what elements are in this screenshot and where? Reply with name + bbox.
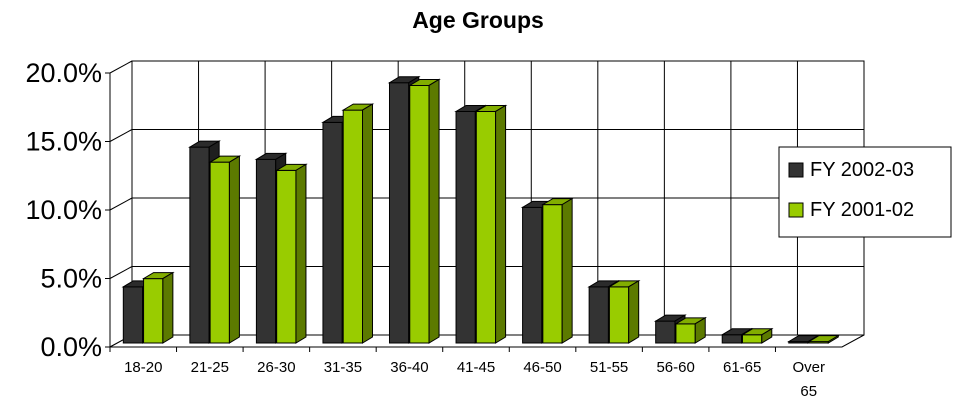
bar-side — [694, 316, 706, 344]
bar — [740, 327, 774, 344]
gridline-side — [109, 60, 133, 74]
y-tick-label: 0.0% — [40, 332, 102, 362]
bar-side — [561, 197, 573, 344]
bar-front — [455, 110, 476, 344]
bar-side — [827, 334, 839, 344]
bar-front — [588, 286, 609, 344]
bar-side — [628, 279, 640, 344]
gridline-side — [109, 266, 133, 279]
bar — [341, 103, 375, 344]
x-tick-label: 31-35 — [324, 359, 362, 376]
bar-front — [322, 121, 343, 344]
gridline-side — [109, 197, 133, 211]
x-axis-ticks: 18-20 21-25 26-30 31-35 36-40 41-45 46-50 51-55… — [109, 347, 825, 400]
legend: FY 2002-03 FY 2001-02 — [778, 146, 952, 238]
bar-side — [228, 155, 240, 344]
x-tick-label: 41-45 — [457, 359, 495, 376]
bar-front — [542, 204, 563, 344]
bar-front — [388, 82, 410, 344]
bar — [807, 334, 841, 344]
x-tick-label: 61-65 — [723, 359, 761, 376]
chart-title: Age Groups — [412, 7, 544, 33]
bar-front — [475, 110, 497, 344]
bar-front — [276, 169, 297, 344]
bar-front — [655, 320, 676, 344]
legend-swatch — [788, 162, 804, 178]
bar — [274, 163, 308, 344]
bar-side — [761, 327, 773, 344]
x-tick-label: 46-50 — [523, 359, 561, 376]
x-tick-label: 18-20 — [124, 359, 162, 376]
bar-front — [608, 286, 630, 344]
bar-front — [122, 286, 144, 344]
x-tick-label: 21-25 — [191, 359, 229, 376]
bar-front — [522, 206, 543, 344]
bar — [607, 279, 641, 344]
legend-swatch — [788, 202, 804, 218]
gridline-side — [109, 129, 133, 142]
bar — [208, 155, 242, 344]
bar-front — [675, 323, 696, 344]
bar-side — [495, 104, 507, 344]
x-tick-label: 51-55 — [590, 359, 628, 376]
y-tick-label: 15.0% — [25, 127, 102, 157]
bar-side — [362, 103, 374, 344]
bar-side — [162, 271, 174, 344]
bar-front — [189, 146, 210, 344]
bar — [674, 316, 708, 344]
bar-front — [342, 109, 364, 344]
bar — [407, 78, 441, 344]
bar-front — [721, 334, 743, 344]
y-tick-label: 5.0% — [40, 264, 102, 294]
bar-side — [428, 78, 440, 344]
x-tick-label: Over 65 — [792, 359, 825, 400]
bar — [141, 271, 175, 344]
y-axis-ticks: 0.0% 5.0% 10.0% 15.0% 20.0% — [25, 58, 110, 362]
bar — [541, 197, 574, 344]
bar-side — [295, 163, 307, 344]
bar-front — [143, 278, 164, 344]
legend-entry: FY 2001-02 — [810, 199, 914, 221]
bars — [121, 75, 841, 344]
bar-front — [741, 334, 763, 344]
x-tick-label: 26-30 — [257, 359, 295, 376]
legend-entry: FY 2002-03 — [810, 159, 914, 181]
bar — [474, 104, 508, 344]
y-tick-label: 10.0% — [25, 195, 102, 225]
bar-front — [209, 161, 230, 344]
y-tick-label: 20.0% — [25, 58, 102, 88]
bar-front — [409, 84, 430, 344]
x-tick-label: 56-60 — [656, 359, 694, 376]
legend-box — [778, 146, 952, 238]
bar-front — [255, 158, 277, 344]
x-tick-label: 36-40 — [390, 359, 428, 376]
